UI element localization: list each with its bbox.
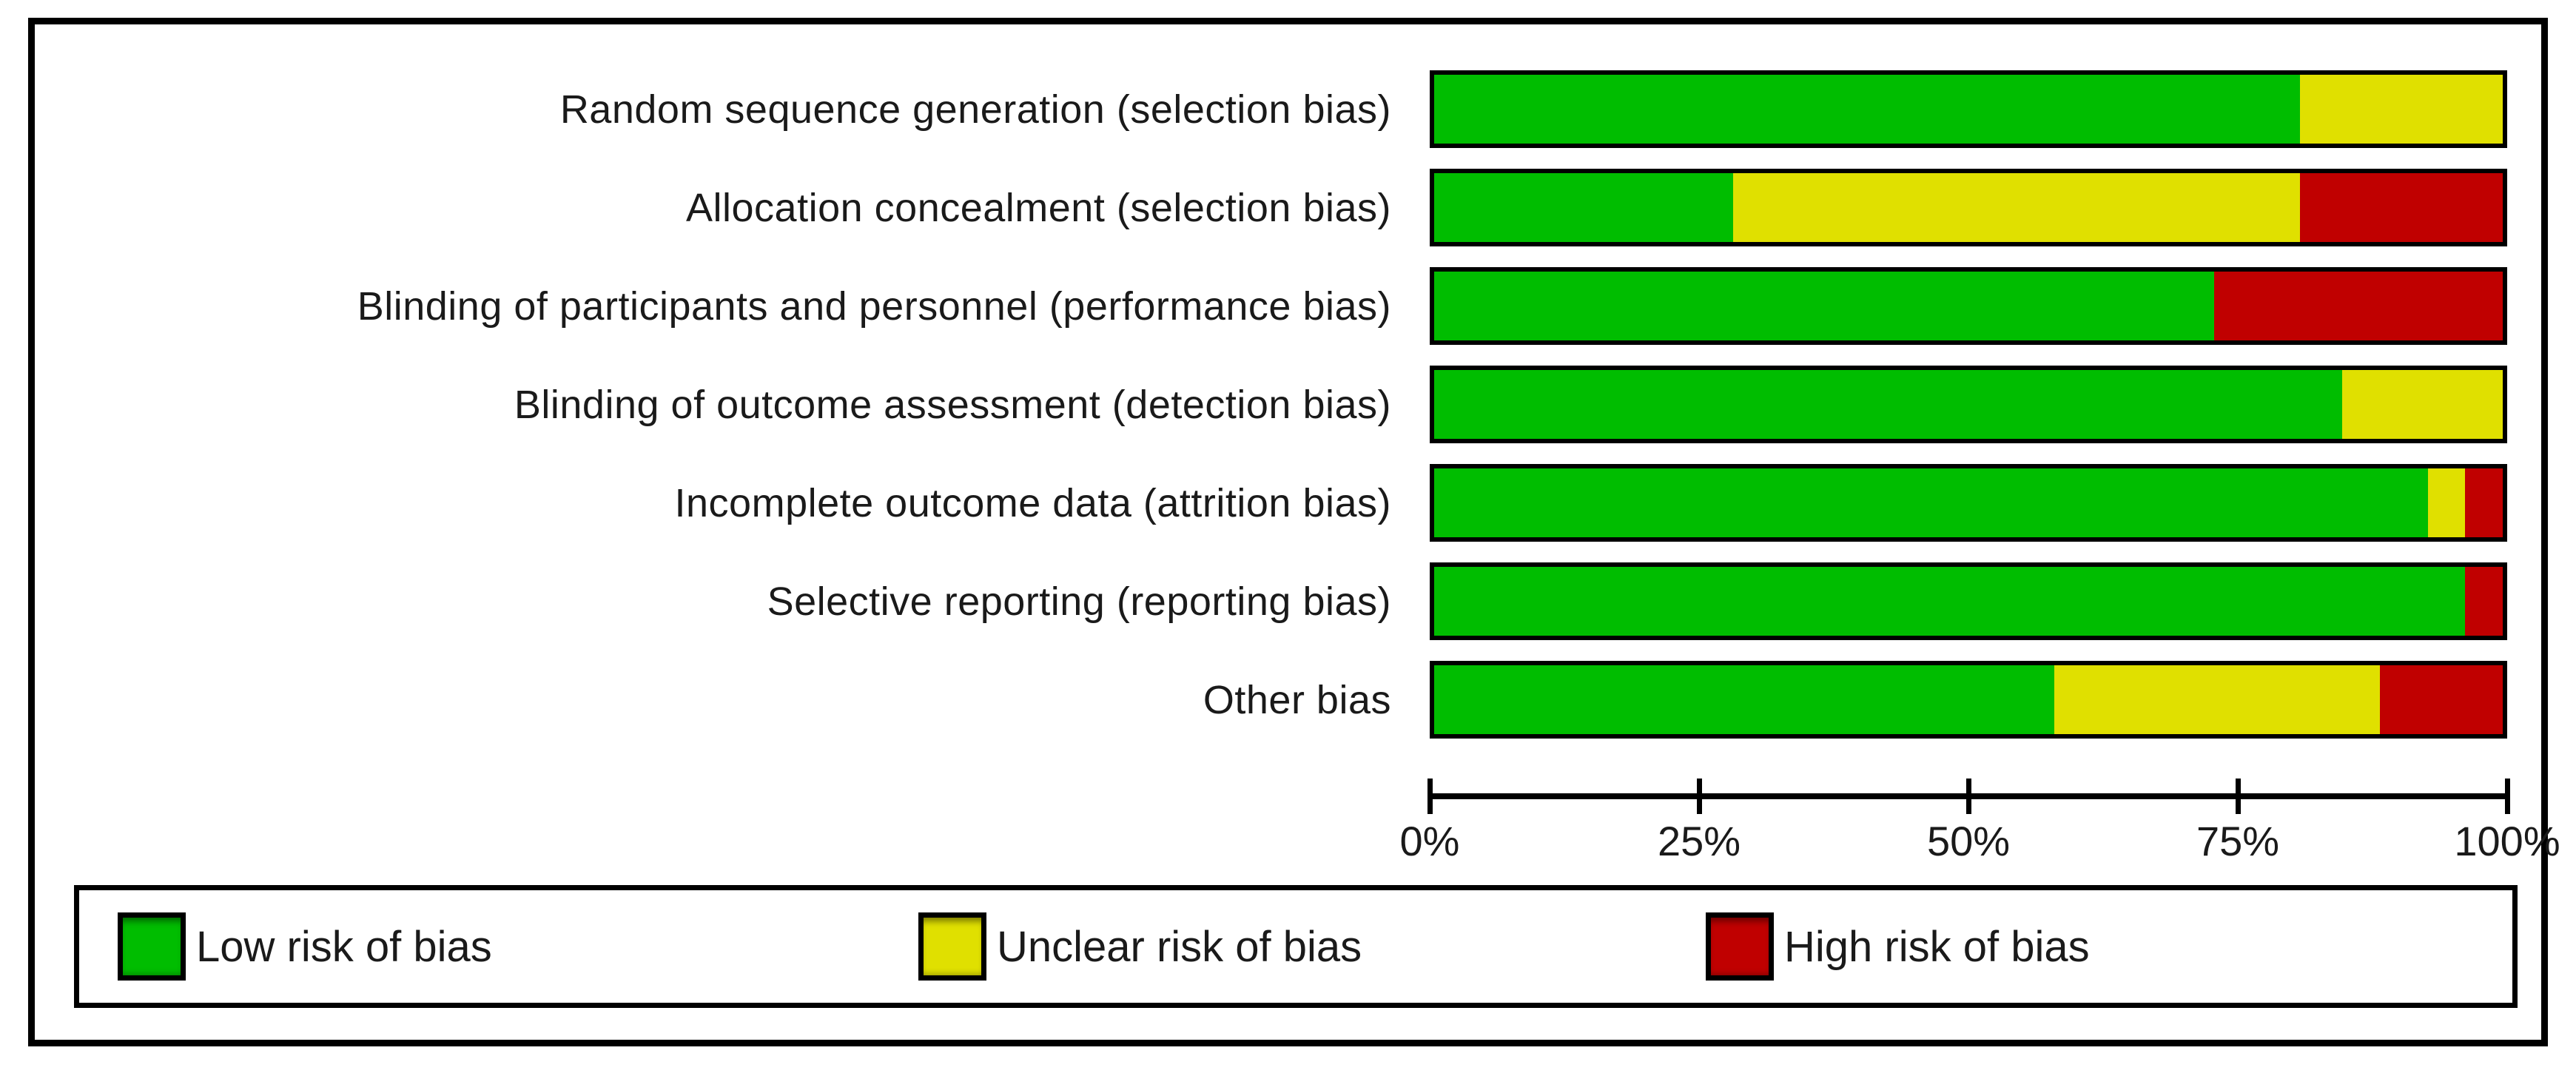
x-axis-tick-label: 75% (2196, 818, 2280, 864)
figure-border (28, 18, 2548, 1046)
legend-swatch-high (1706, 912, 1774, 981)
bar-track (1430, 267, 2507, 345)
chart-row: Allocation concealment (selection bias) (0, 169, 2576, 246)
legend-entry-high: High risk of bias (1706, 890, 2090, 1003)
bar-segment-high (2299, 173, 2503, 242)
x-axis-tick (1697, 779, 1702, 814)
x-axis-tick-label: 0% (1399, 818, 1460, 864)
bar-segment-unclear (2427, 468, 2466, 537)
bar-segment-low (1434, 173, 1734, 242)
chart-row: Incomplete outcome data (attrition bias) (0, 464, 2576, 542)
bar-segment-low (1434, 468, 2428, 537)
legend-label-low: Low risk of bias (196, 922, 492, 971)
chart-row: Random sequence generation (selection bi… (0, 70, 2576, 148)
bar-segment-low (1434, 370, 2343, 439)
x-axis-tick-label: 50% (1926, 818, 2011, 864)
x-axis: 0% 25% 50% 75% 100% (1400, 779, 2560, 867)
bar-track (1430, 464, 2507, 542)
row-label: Allocation concealment (selection bias) (686, 185, 1391, 230)
x-axis-tick (1427, 779, 1433, 814)
row-label: Random sequence generation (selection bi… (559, 87, 1391, 132)
chart-row: Other bias (0, 661, 2576, 739)
row-label: Incomplete outcome data (attrition bias) (674, 480, 1391, 525)
x-axis-tick (2505, 779, 2510, 814)
bar-segment-high (2465, 567, 2503, 636)
legend-label-high: High risk of bias (1784, 922, 2090, 971)
bar-segment-low (1434, 665, 2054, 734)
chart-row: Blinding of participants and personnel (… (0, 267, 2576, 345)
bar-track (1430, 169, 2507, 246)
bar-track (1430, 70, 2507, 148)
bar-segment-high (2214, 272, 2503, 340)
bar-segment-unclear (2054, 665, 2380, 734)
bar-segment-low (1434, 567, 2466, 636)
bar-segment-unclear (2342, 370, 2503, 439)
x-axis-tick (1966, 779, 1971, 814)
legend-entry-unclear: Unclear risk of bias (918, 890, 1362, 1003)
legend-swatch-unclear (918, 912, 986, 981)
bar-track (1430, 562, 2507, 640)
row-label: Other bias (1203, 677, 1391, 722)
bar-track (1430, 661, 2507, 739)
bar-segment-unclear (2299, 75, 2503, 144)
legend-label-unclear: Unclear risk of bias (997, 922, 1362, 971)
legend-swatch-low (118, 912, 186, 981)
legend-box: Low risk of bias Unclear risk of bias High… (74, 885, 2518, 1008)
x-axis-tick-label: 25% (1657, 818, 1741, 864)
bar-segment-low (1434, 75, 2300, 144)
legend-entry-low: Low risk of bias (118, 890, 492, 1003)
bar-segment-high (2379, 665, 2503, 734)
bar-segment-high (2465, 468, 2503, 537)
x-axis-tick-label: 100% (2454, 818, 2560, 864)
chart-row: Selective reporting (reporting bias) (0, 562, 2576, 640)
row-label: Selective reporting (reporting bias) (767, 579, 1391, 624)
bar-track (1430, 366, 2507, 443)
row-label: Blinding of participants and personnel (… (357, 283, 1391, 329)
bar-segment-unclear (1733, 173, 2300, 242)
chart-row: Blinding of outcome assessment (detectio… (0, 366, 2576, 443)
bar-segment-low (1434, 272, 2215, 340)
x-axis-tick (2236, 779, 2241, 814)
row-label: Blinding of outcome assessment (detectio… (514, 382, 1391, 427)
